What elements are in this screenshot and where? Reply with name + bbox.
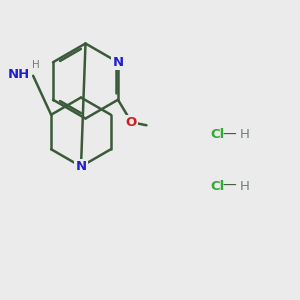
Text: H: H (32, 60, 39, 70)
Text: NH: NH (8, 68, 30, 81)
Text: Cl: Cl (210, 179, 224, 193)
Text: N: N (75, 160, 87, 173)
Text: N: N (112, 56, 124, 69)
Text: O: O (126, 116, 137, 129)
Text: —: — (223, 179, 236, 193)
Text: H: H (240, 128, 249, 142)
Text: Cl: Cl (210, 128, 224, 142)
Text: —: — (223, 128, 236, 142)
Text: H: H (240, 179, 249, 193)
